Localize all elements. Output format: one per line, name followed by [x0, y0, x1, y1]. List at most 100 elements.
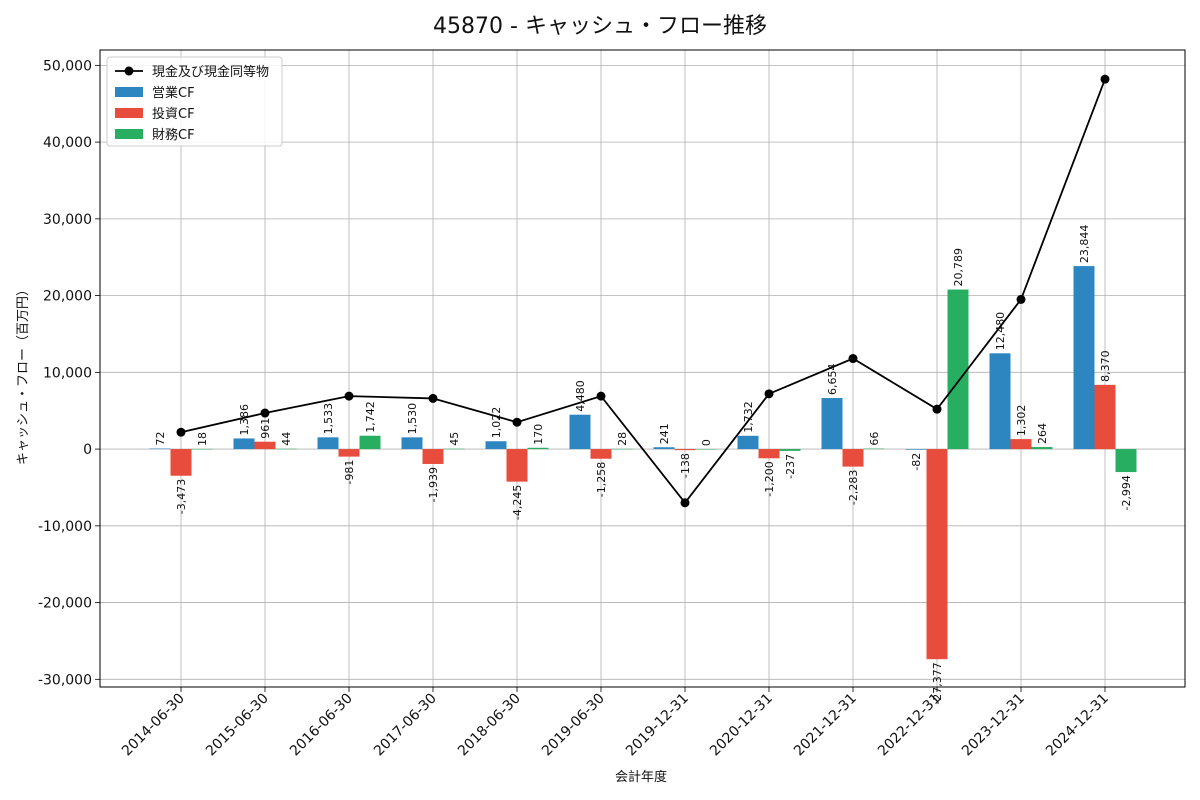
cash-point-2018-06-30: [512, 417, 522, 427]
bar-value-label: 241: [658, 423, 671, 444]
bar-営業CF-2020-12-31: [737, 435, 759, 450]
y-tick-label: -10,000: [38, 519, 92, 535]
bar-value-label: 45: [448, 432, 461, 446]
bar-投資CF-2019-06-30: [590, 449, 612, 459]
bar-財務CF-2016-06-30: [359, 435, 381, 450]
cash-line-path: [180, 78, 1106, 505]
bar-value-label: 6,654: [826, 364, 839, 396]
bar-value-label: 23,844: [1078, 225, 1091, 264]
bar-財務CF-2024-12-31: [1115, 449, 1137, 473]
bar-value-label: -4,245: [511, 485, 524, 520]
bar-財務CF-2014-06-30: [191, 448, 213, 450]
cash-point-2020-12-31: [764, 389, 774, 399]
bar-営業CF-2024-12-31: [1073, 266, 1095, 450]
axes: -30,000 -20,000 -10,000 0 10,000 20,000 30,000…: [38, 49, 1186, 760]
chart-title: 45870 - キャッシュ・フロー推移: [433, 14, 767, 39]
cash-point-2015-06-30: [260, 408, 270, 418]
bars: [149, 266, 1137, 660]
x-tick-label: 2014-06-30: [119, 691, 188, 760]
legend-label: 現金及び現金同等物: [152, 64, 269, 80]
bar-営業CF-2018-06-30: [485, 441, 507, 450]
cash-point-2023-12-31: [1016, 294, 1026, 304]
bar-value-label: 4,480: [574, 380, 587, 412]
x-tick-label: 2015-06-30: [203, 691, 272, 760]
cash-point-2021-12-31: [848, 354, 858, 364]
cash-line: [176, 74, 1110, 508]
y-tick-label: 0: [83, 442, 92, 458]
legend-marker: [124, 66, 134, 76]
bar-財務CF-2023-12-31: [1031, 447, 1053, 450]
bar-value-label: 8,370: [1099, 350, 1112, 382]
legend-swatch: [115, 108, 143, 118]
bar-投資CF-2015-06-30: [254, 441, 276, 450]
bar-財務CF-2015-06-30: [275, 448, 297, 450]
bar-value-label: 1,533: [322, 403, 335, 435]
bar-value-label: 961: [259, 418, 272, 439]
x-tick-label: 2019-06-30: [539, 691, 608, 760]
cash-point-2024-12-31: [1100, 74, 1110, 84]
bar-value-label: -981: [343, 460, 356, 485]
legend-label: 財務CF: [152, 128, 195, 143]
bar-営業CF-2021-12-31: [821, 398, 843, 450]
bar-投資CF-2021-12-31: [842, 449, 864, 467]
bar-value-label: -2,283: [847, 470, 860, 505]
bar-value-label: 170: [532, 424, 545, 445]
bar-value-label: -27,377: [931, 662, 944, 704]
bar-財務CF-2021-12-31: [863, 448, 885, 450]
bar-value-label: 72: [154, 432, 167, 446]
bar-value-label: -82: [910, 453, 923, 471]
bar-財務CF-2019-12-31: [695, 449, 717, 450]
bar-投資CF-2018-06-30: [506, 449, 528, 482]
bar-value-label: 1,530: [406, 403, 419, 435]
bar-value-label: -1,939: [427, 467, 440, 502]
legend-label: 営業CF: [152, 85, 195, 101]
bar-value-label: 264: [1036, 423, 1049, 444]
bar-value-label: -2,994: [1120, 475, 1133, 510]
bar-投資CF-2017-06-30: [422, 449, 444, 464]
y-tick-label: 40,000: [43, 135, 92, 151]
y-tick-label: 30,000: [43, 212, 92, 228]
bar-value-label: -1,200: [763, 461, 776, 496]
bar-value-label: 1,386: [238, 404, 251, 436]
x-tick-label: 2022-12-31: [875, 691, 944, 760]
x-tick-label: 2021-12-31: [791, 691, 860, 760]
bar-営業CF-2016-06-30: [317, 437, 339, 450]
x-tick-label: 2019-12-31: [623, 691, 692, 760]
gridlines: [100, 50, 1185, 687]
y-tick-label: 20,000: [43, 289, 92, 305]
bar-value-label: 66: [868, 432, 881, 446]
y-tick-label: 10,000: [43, 365, 92, 381]
bar-value-label: 1,742: [364, 401, 377, 433]
legend-box: [106, 56, 283, 147]
bar-value-label: 28: [616, 432, 629, 446]
y-axis-label: キャッシュ・フロー（百万円）: [16, 283, 31, 465]
cash-point-2016-06-30: [344, 391, 354, 401]
plot-frame: [99, 49, 1186, 688]
cash-point-2019-06-30: [596, 391, 606, 401]
y-tick-label: -30,000: [38, 672, 92, 688]
bar-value-label: -138: [679, 453, 692, 478]
bar-投資CF-2016-06-30: [338, 449, 360, 457]
y-tick-label: 50,000: [43, 58, 92, 74]
bar-value-label: 20,789: [952, 248, 965, 287]
bar-財務CF-2019-06-30: [611, 448, 633, 450]
bar-財務CF-2022-12-31: [947, 289, 969, 450]
bar-投資CF-2023-12-31: [1010, 439, 1032, 450]
bar-value-label: 1,022: [490, 407, 503, 439]
bar-value-label: 44: [280, 432, 293, 446]
bar-財務CF-2017-06-30: [443, 448, 465, 450]
cash-point-2014-06-30: [176, 427, 186, 437]
x-tick-label: 2017-06-30: [371, 691, 440, 760]
bar-value-label: -3,473: [175, 479, 188, 514]
x-tick-label: 2018-06-30: [455, 691, 524, 760]
bar-value-label: 1,302: [1015, 405, 1028, 437]
y-tick-label: -20,000: [38, 596, 92, 612]
bar-投資CF-2014-06-30: [170, 449, 192, 476]
x-axis-label: 会計年度: [615, 769, 667, 785]
x-tick-label: 2016-06-30: [287, 691, 356, 760]
bar-財務CF-2018-06-30: [527, 447, 549, 450]
cash-point-2022-12-31: [932, 404, 942, 414]
bar-営業CF-2014-06-30: [149, 448, 171, 450]
